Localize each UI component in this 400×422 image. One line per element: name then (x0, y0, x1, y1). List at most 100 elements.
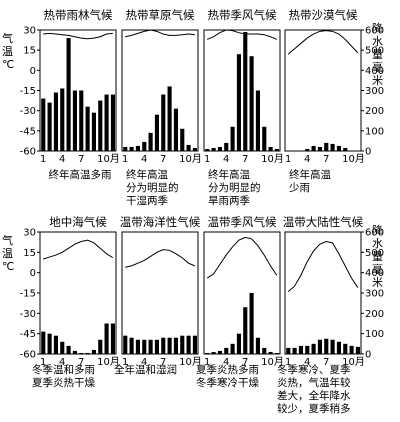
panel-frame (203, 29, 281, 152)
panel-frame (39, 29, 117, 152)
panel-caption-line: 少雨 (289, 182, 310, 194)
left-axis-unit: ℃ (2, 260, 14, 273)
precipitation-bar (85, 106, 90, 151)
month-tick-label: 7 (323, 154, 329, 165)
right-axis-label-char: 量 (372, 48, 383, 61)
right-axis-tick-label: 200 (365, 309, 384, 320)
month-tick-label: 1 (40, 154, 46, 165)
panel-caption-line: 终年高温 (289, 168, 331, 181)
month-tick-label: 1 (122, 357, 128, 368)
precipitation-bar (330, 339, 335, 354)
month-tick-label: 1 (285, 357, 291, 368)
precipitation-bar (192, 147, 197, 151)
precipitation-bar (167, 86, 172, 151)
precipitation-bar (154, 114, 159, 151)
left-axis-tick-label: 15 (23, 248, 36, 259)
panel-frame (121, 29, 199, 152)
precipitation-bar (330, 143, 335, 151)
temperature-line (287, 240, 359, 293)
precipitation-bar (262, 347, 267, 354)
panel-frame (121, 231, 199, 355)
left-axis-tick-label: -15 (20, 86, 36, 97)
left-axis-tick-label: -60 (20, 147, 36, 158)
right-axis-tick-label: 100 (365, 126, 384, 137)
panel-frame (284, 29, 362, 152)
precipitation-bar (349, 345, 354, 354)
right-axis-label-char: 米 (372, 74, 383, 87)
precipitation-bar (343, 343, 348, 354)
month-tick-label: 1 (122, 154, 128, 165)
precipitation-bar (255, 337, 260, 354)
left-axis-label-char: 温 (2, 247, 13, 260)
month-tick-label: 7 (78, 357, 84, 368)
right-axis-label-char: 量 (372, 250, 383, 263)
right-axis-label-char: 降 (372, 21, 383, 35)
precipitation-bar (85, 352, 90, 354)
panel-caption-line: 冬季温和多雨 (32, 363, 95, 376)
left-axis-tick-label: 30 (23, 228, 36, 239)
temperature-line (287, 30, 359, 55)
precipitation-bar (123, 335, 128, 354)
month-tick-label: 1 (285, 154, 291, 165)
precipitation-bar (268, 146, 273, 151)
left-axis-tick-label: 30 (23, 26, 36, 37)
precipitation-bar (167, 337, 172, 354)
precipitation-bar (104, 323, 109, 354)
right-axis-tick-label: 0 (365, 147, 371, 158)
precipitation-bar (211, 147, 216, 151)
precipitation-bar (230, 343, 235, 354)
precipitation-bar (60, 341, 65, 354)
precipitation-bar (343, 147, 348, 151)
right-axis-tick-label: 100 (365, 329, 384, 340)
precipitation-bar (274, 352, 279, 354)
panel-caption-line: 终年高温 (208, 168, 250, 181)
left-axis-tick-label: -30 (20, 106, 36, 117)
panel-caption-line: 较少，夏季稍多 (277, 402, 351, 415)
precipitation-bar (224, 142, 229, 151)
precipitation-bar (336, 145, 341, 151)
right-axis-tick-label: 500 (365, 46, 384, 57)
precipitation-bar (129, 146, 134, 151)
right-axis-tick-label: 0 (365, 350, 371, 361)
precipitation-bar (311, 343, 316, 354)
precipitation-bar (249, 56, 254, 151)
panel-title: 温带海洋性气候 (120, 215, 201, 229)
precipitation-bar (192, 335, 197, 354)
precipitation-bar (305, 345, 310, 354)
panel-title: 热带雨林气候 (44, 8, 113, 22)
month-tick-label: 4 (223, 357, 229, 368)
right-axis-tick-label: 300 (365, 289, 384, 300)
precipitation-bar (324, 338, 329, 354)
month-tick-label: 10月 (97, 153, 120, 165)
precipitation-bar (211, 351, 216, 354)
panel-caption-line: 干湿两季 (126, 195, 168, 207)
temperature-line (206, 29, 278, 40)
panel-frame (284, 231, 362, 355)
month-tick-label: 10月 (179, 356, 202, 368)
left-axis-tick-label: 0 (30, 66, 36, 77)
precipitation-bar (180, 335, 185, 354)
precipitation-bar (72, 350, 77, 354)
precipitation-bar (53, 335, 58, 354)
precipitation-bar (142, 339, 147, 354)
panel-caption-line: 旱雨两季 (208, 195, 250, 207)
temperature-line (125, 249, 196, 268)
month-tick-label: 4 (304, 357, 310, 368)
panel-caption-line: 终年高温 (126, 168, 168, 181)
month-tick-label: 1 (204, 357, 210, 368)
left-axis-tick-label: -45 (20, 126, 36, 137)
precipitation-bar (161, 337, 166, 354)
precipitation-bar (173, 337, 178, 354)
precipitation-bar (161, 94, 166, 151)
precipitation-bar (317, 146, 322, 151)
precipitation-bar (205, 352, 210, 354)
left-axis-tick-label: 0 (30, 268, 36, 279)
precipitation-bar (262, 126, 267, 151)
left-axis-tick-label: -60 (20, 350, 36, 361)
panel-title: 热带沙漠气候 (289, 8, 358, 22)
precipitation-bar (355, 346, 360, 354)
precipitation-bar (186, 335, 191, 354)
precipitation-bar (324, 142, 329, 151)
precipitation-bar (41, 331, 46, 354)
precipitation-bar (47, 102, 52, 151)
